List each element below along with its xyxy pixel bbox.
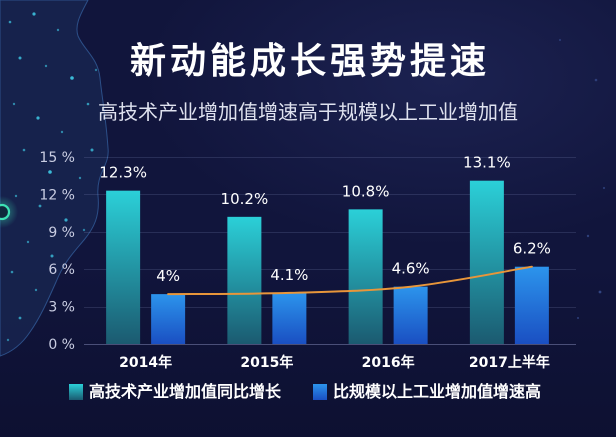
background-dot <box>594 78 598 82</box>
map-dots <box>6 12 98 342</box>
trend-line-series-2 <box>167 265 533 296</box>
chart-subtitle: 高技术产业增加值增速高于规模以上工业增加值 <box>98 100 518 124</box>
map-dot <box>14 194 18 198</box>
map-dot <box>18 316 22 320</box>
x-tick-label-2: 2015年 <box>240 354 293 371</box>
map-dot <box>86 102 90 106</box>
map-dot <box>22 148 26 152</box>
map-region-shape <box>0 0 109 357</box>
legend-item-series-1: 高技术产业增加值同比增长 <box>69 383 281 401</box>
legend-swatch-series-1 <box>69 384 83 400</box>
y-tick-label-15: 15 % <box>39 150 75 166</box>
x-axis: 2014年 2015年 2016年 2017上半年 <box>119 354 550 371</box>
map-dot <box>38 204 42 208</box>
map-dot <box>94 68 98 72</box>
data-label-series-2-cat-2: 4.1% <box>270 266 308 284</box>
x-tick-label-1: 2014年 <box>119 354 172 371</box>
map-dot <box>34 288 38 292</box>
map-dot <box>56 28 60 32</box>
map-dot <box>60 130 64 134</box>
bar-series-2-cat-3 <box>393 286 428 344</box>
map-dot <box>10 270 14 274</box>
data-label-series-1-cat-4: 13.1% <box>463 154 511 172</box>
data-label-series-2-cat-3: 4.6% <box>392 260 430 278</box>
location-ring-icon <box>0 203 11 221</box>
data-label-series-2-cat-4: 6.2% <box>513 240 551 258</box>
background-dot <box>586 234 590 238</box>
map-dot <box>6 338 10 342</box>
bar-series-1-cat-2 <box>227 216 262 344</box>
data-label-series-1-cat-2: 10.2% <box>221 190 269 208</box>
bar-series-1-cat-4 <box>469 180 504 344</box>
y-tick-label-0: 0 % <box>48 337 75 353</box>
data-labels: 12.3% 4% 10.2% 4.1% 10.8% 4.6% 13.1% 6.2% <box>99 154 551 285</box>
map-dot <box>70 76 74 80</box>
data-label-series-1-cat-1: 12.3% <box>99 164 147 182</box>
background-dot <box>598 290 602 294</box>
legend-item-series-2: 比规模以上工业增加值增速高 <box>313 383 541 401</box>
map-dot <box>18 56 22 60</box>
map-dot <box>26 240 30 244</box>
bar-series-2-cat-1 <box>151 294 186 344</box>
background-dot <box>602 186 606 190</box>
map-dot <box>44 64 48 68</box>
bar-series-2-cat-4 <box>514 266 549 344</box>
data-label-series-1-cat-3: 10.8% <box>342 182 390 200</box>
map-dot <box>8 20 12 24</box>
bar-series-2-cat-2 <box>272 292 307 344</box>
legend-label-series-2: 比规模以上工业增加值增速高 <box>333 382 542 401</box>
map-dot <box>12 102 16 106</box>
legend-label-series-1: 高技术产业增加值同比增长 <box>89 382 282 401</box>
legend-swatch-series-2 <box>313 384 327 400</box>
y-tick-label-3: 3 % <box>48 300 75 316</box>
map-dot <box>90 148 94 152</box>
y-tick-label-12: 12 % <box>39 187 75 203</box>
background-dots <box>558 38 606 320</box>
chart-title: 新动能成长强势提速 <box>129 41 490 82</box>
map-dot <box>82 228 86 232</box>
bar-series-1-cat-1 <box>106 190 141 344</box>
map-dot <box>32 12 36 16</box>
x-tick-label-4: 2017上半年 <box>469 354 550 371</box>
y-tick-label-6: 6 % <box>48 262 75 278</box>
map-dot <box>36 116 40 120</box>
map-dot <box>64 218 68 222</box>
map-dot <box>78 176 82 180</box>
bars <box>106 180 549 344</box>
map-dot <box>48 170 52 174</box>
background-dot <box>558 38 562 42</box>
x-tick-label-3: 2016年 <box>362 354 415 371</box>
data-label-series-2-cat-1: 4% <box>156 267 180 285</box>
map-dot <box>50 254 54 258</box>
y-tick-label-9: 9 % <box>48 225 75 241</box>
bar-series-1-cat-3 <box>348 209 383 344</box>
trend-lines <box>167 265 533 296</box>
background-dot <box>576 316 580 320</box>
y-axis: 0 % 3 % 6 % 9 % 12 % 15 % <box>39 150 75 353</box>
